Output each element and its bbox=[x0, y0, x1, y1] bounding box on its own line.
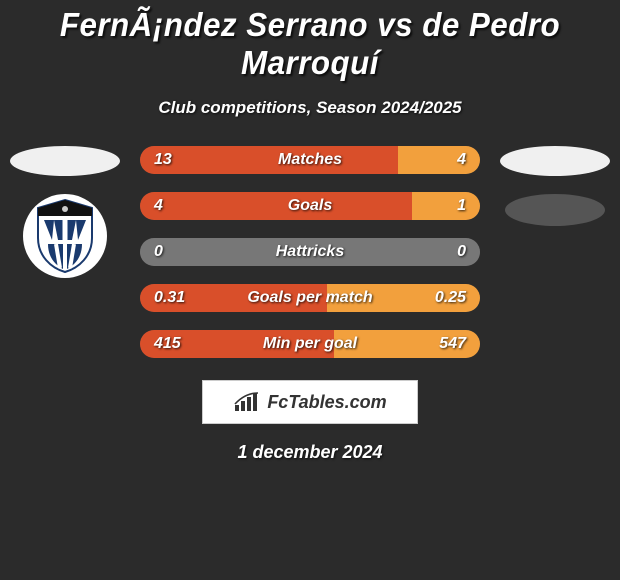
stat-label: Goals per match bbox=[140, 284, 480, 312]
stat-label: Goals bbox=[140, 192, 480, 220]
stat-row: Min per goal415 547 bbox=[140, 330, 480, 358]
page-title: FernÃ¡ndez Serrano vs de Pedro Marroquí bbox=[16, 0, 605, 82]
comparison-card: FernÃ¡ndez Serrano vs de Pedro Marroquí … bbox=[0, 0, 620, 580]
player-left-column bbox=[5, 146, 125, 278]
country-flag-right bbox=[500, 146, 610, 176]
club-badge-left bbox=[23, 194, 107, 278]
stat-value-right: 547 bbox=[439, 330, 466, 358]
subtitle: Club competitions, Season 2024/2025 bbox=[0, 98, 620, 118]
player-right-column bbox=[495, 146, 615, 226]
chart-icon bbox=[233, 391, 261, 413]
stat-row: Matches13 4 bbox=[140, 146, 480, 174]
country-flag-left bbox=[10, 146, 120, 176]
stat-row: Hattricks0 0 bbox=[140, 238, 480, 266]
stat-value-left: 0.31 bbox=[154, 284, 185, 312]
stat-value-left: 13 bbox=[154, 146, 172, 174]
stat-value-left: 0 bbox=[154, 238, 163, 266]
brand-text: FcTables.com bbox=[267, 392, 386, 413]
club-crest-icon bbox=[32, 198, 98, 274]
content-area: Matches134Goals41Hattricks00Goals per ma… bbox=[0, 146, 620, 358]
date-label: 1 december 2024 bbox=[0, 442, 620, 463]
stat-label: Min per goal bbox=[140, 330, 480, 358]
stat-row: Goals4 1 bbox=[140, 192, 480, 220]
stat-value-left: 415 bbox=[154, 330, 181, 358]
stat-value-left: 4 bbox=[154, 192, 163, 220]
stat-label: Matches bbox=[140, 146, 480, 174]
stat-value-right: 4 bbox=[457, 146, 466, 174]
stat-value-right: 0.25 bbox=[435, 284, 466, 312]
stat-value-right: 0 bbox=[457, 238, 466, 266]
stat-value-right: 1 bbox=[457, 192, 466, 220]
stat-label: Hattricks bbox=[140, 238, 480, 266]
stats-bars: Matches134Goals41Hattricks00Goals per ma… bbox=[140, 146, 480, 358]
stat-row: Goals per match0.31 0.25 bbox=[140, 284, 480, 312]
club-badge-right-empty bbox=[505, 194, 605, 226]
brand-watermark: FcTables.com bbox=[202, 380, 418, 424]
